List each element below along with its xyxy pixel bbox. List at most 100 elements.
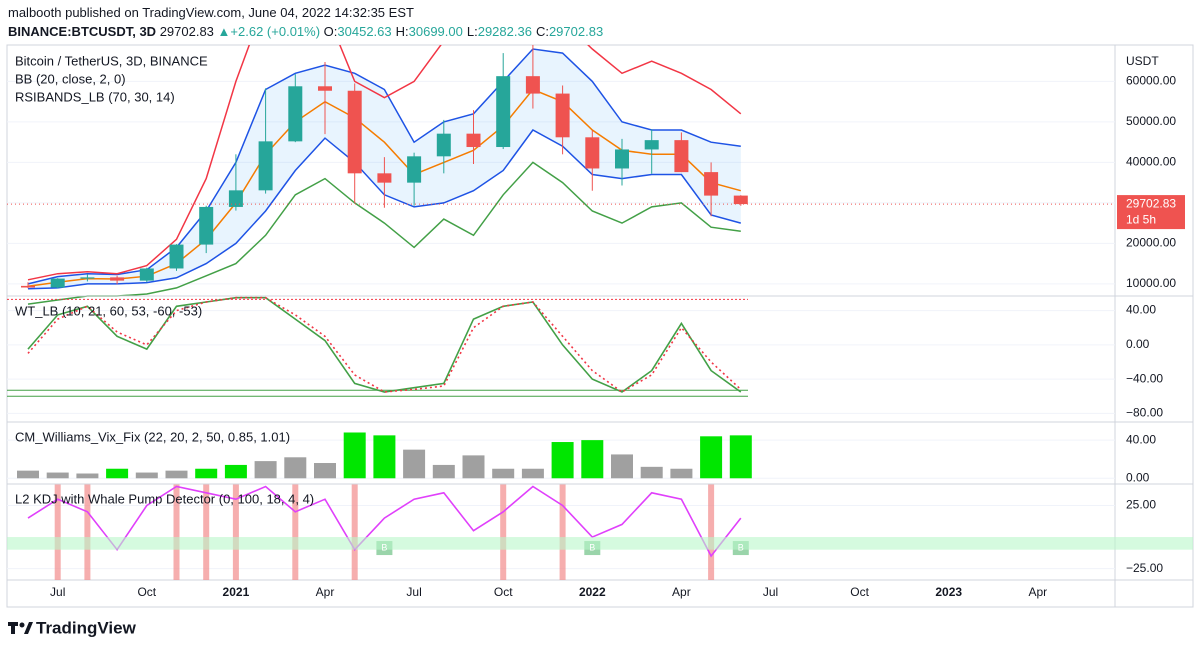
bar <box>314 463 336 479</box>
pane-legend: WT_LB (10, 21, 60, 53, -60, -53) <box>15 303 202 318</box>
brand-logo <box>8 622 33 634</box>
candle-body <box>644 140 659 150</box>
y-tick-label: −40.00 <box>1126 371 1163 385</box>
publisher: malbooth published on TradingView.com, J… <box>8 5 414 20</box>
countdown: 1d 5h <box>1126 212 1156 226</box>
series-line <box>27 296 742 393</box>
bar <box>403 449 426 479</box>
x-tick-label: Oct <box>850 585 869 599</box>
x-tick-label: Apr <box>1028 585 1047 599</box>
y-tick-label: 20000.00 <box>1126 236 1176 250</box>
bar <box>76 473 99 479</box>
overlay-line <box>27 161 741 305</box>
bar <box>284 457 307 479</box>
bar <box>254 461 277 479</box>
bar <box>700 436 723 479</box>
signal-band <box>54 484 61 580</box>
bar <box>195 468 218 479</box>
symbol: BINANCE:BTCUSDT, 3D <box>8 24 157 39</box>
bar <box>106 468 129 479</box>
signal-band <box>203 484 210 580</box>
bar <box>17 470 39 479</box>
y-tick-label: 0.00 <box>1126 470 1150 484</box>
candle-body <box>139 268 154 281</box>
signal-band <box>351 484 358 580</box>
candle-body <box>50 278 65 288</box>
candle-body <box>21 285 35 288</box>
signal-band <box>559 484 566 580</box>
bar <box>343 432 366 479</box>
candle-body <box>318 86 332 91</box>
x-tick-label: Apr <box>316 585 335 599</box>
last-price-box <box>1117 195 1185 230</box>
bar <box>224 464 247 479</box>
pane-legend: BB (20, close, 2, 0) <box>15 71 126 86</box>
signal-band <box>84 484 91 580</box>
pane-legend: Bitcoin / TetherUS, 3D, BINANCE <box>15 53 208 68</box>
y-tick-label: 40.00 <box>1126 432 1156 446</box>
ohlc-value: 29702.83 <box>548 24 604 39</box>
bar <box>729 435 752 479</box>
candle-body <box>704 172 719 196</box>
x-tick-label: Apr <box>672 585 691 599</box>
x-tick-label: 2023 <box>935 585 962 599</box>
bar <box>640 466 663 479</box>
series-line <box>27 485 742 558</box>
candle-body <box>347 90 362 174</box>
unit: USDT <box>1126 54 1159 68</box>
bar <box>551 442 574 479</box>
ohlc-value: 30452.63 <box>337 24 392 39</box>
overlay-line <box>27 45 742 281</box>
ohlc-value: 29282.36 <box>477 24 532 39</box>
last-price-label: 29702.83 <box>1126 196 1176 210</box>
y-tick-label: 40.00 <box>1126 303 1156 317</box>
candle-body <box>674 140 689 173</box>
zone <box>7 537 1193 550</box>
y-tick-label: 25.00 <box>1126 498 1156 512</box>
change: +2.62 (+0.01%) <box>230 24 321 39</box>
candle-body <box>199 206 214 245</box>
last: 29702.83 <box>159 24 214 39</box>
x-tick-label: 2021 <box>223 585 250 599</box>
pane-legend: L2 KDJ with Whale Pump Detector (0, 100,… <box>15 491 314 506</box>
x-tick-label: 2022 <box>579 585 606 599</box>
candle-body <box>466 133 481 148</box>
pane-legend: RSIBANDS_LB (70, 30, 14) <box>15 89 175 104</box>
marker-label: B <box>381 542 387 552</box>
bar <box>373 435 396 479</box>
symbol-line: BINANCE:BTCUSDT, 3D 29702.83 ▲+2.62 (+0.… <box>8 24 607 39</box>
candle-body <box>555 93 570 138</box>
marker-label: B <box>738 542 744 552</box>
bar <box>432 464 455 479</box>
x-tick-label: Jul <box>50 585 65 599</box>
x-tick-label: Jul <box>406 585 421 599</box>
ohlc-label: H: <box>395 24 409 39</box>
x-tick-label: Oct <box>494 585 513 599</box>
candle-body <box>407 156 422 183</box>
candle-body <box>585 137 600 169</box>
ohlc-value: 30699.00 <box>408 24 463 39</box>
signal-band <box>232 484 239 580</box>
signal-band <box>708 484 715 580</box>
bar <box>670 468 693 479</box>
ohlc: O:30452.63 H:30699.00 L:29282.36 C:29702.83 <box>324 24 608 39</box>
ohlc-label: C: <box>535 24 549 39</box>
signal-band <box>292 484 299 580</box>
bar <box>135 472 158 479</box>
candle-body <box>496 76 511 148</box>
candle-body <box>110 277 125 281</box>
candle-body <box>525 76 540 94</box>
candle-body <box>258 141 273 191</box>
change-arrow: ▲ <box>217 24 231 39</box>
bar <box>165 470 188 479</box>
candle-body <box>288 86 303 142</box>
bar <box>492 468 515 479</box>
y-tick-label: 40000.00 <box>1126 155 1176 169</box>
candle-body <box>436 133 451 157</box>
signal-band <box>173 484 180 580</box>
brand: TradingView <box>36 618 137 637</box>
y-tick-label: 0.00 <box>1126 337 1150 351</box>
candle-body <box>733 195 748 205</box>
